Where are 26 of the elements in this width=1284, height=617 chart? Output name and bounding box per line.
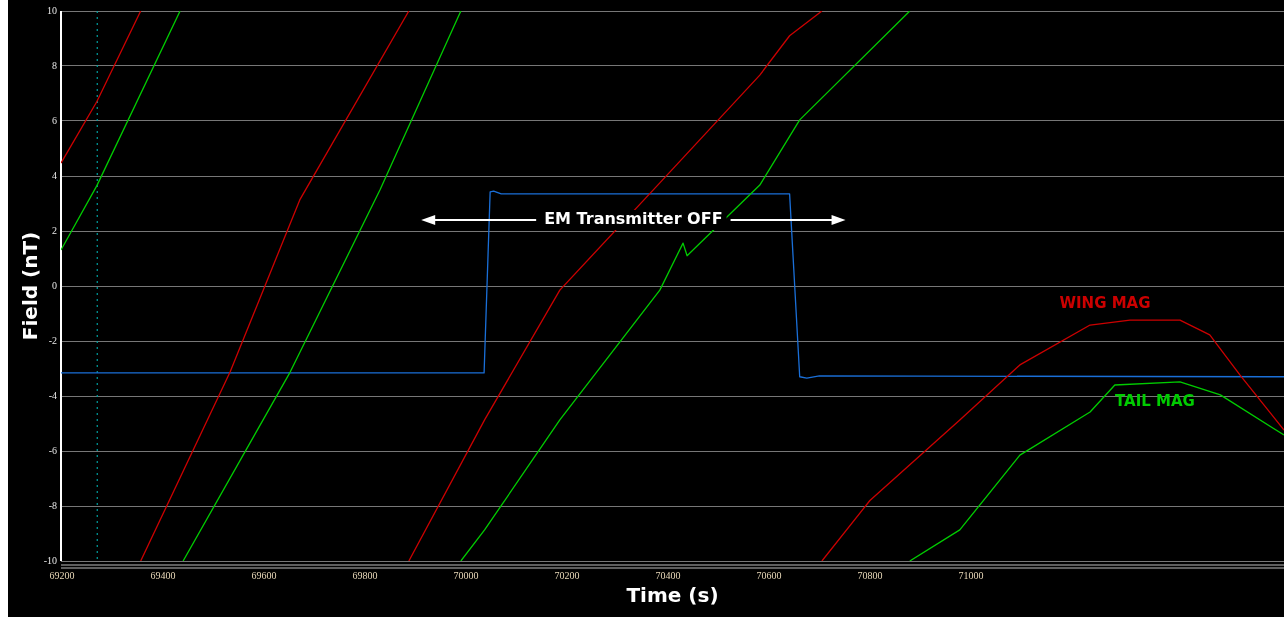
y-tick-label: 0	[52, 279, 57, 291]
x-tick-label: 69600	[251, 569, 277, 581]
y-tick-label: 2	[52, 224, 57, 236]
y-tick-label: -2	[48, 334, 57, 346]
y-tick-label: -4	[48, 389, 57, 401]
x-tick-label: 69200	[49, 569, 75, 581]
y-tick-label: -10	[43, 554, 57, 566]
y-tick-label: 6	[52, 114, 57, 126]
y-tick-label: -6	[48, 444, 57, 456]
x-tick-label: 70600	[756, 569, 782, 581]
y-tick-label: 8	[52, 59, 57, 71]
x-tick-label: 71000	[958, 569, 984, 581]
y-tick-label: -8	[48, 499, 57, 511]
x-tick-label: 70000	[453, 569, 479, 581]
x-tick-label: 70800	[857, 569, 883, 581]
series-label: TAIL MAG	[1115, 391, 1195, 410]
x-axis-title: Time (s)	[626, 583, 719, 608]
y-tick-label: 10	[47, 4, 57, 16]
x-tick-label: 69400	[150, 569, 176, 581]
y-tick-label: 4	[52, 169, 57, 181]
x-tick-label: 70200	[554, 569, 580, 581]
y-axis-title: Field (nT)	[18, 231, 43, 341]
x-tick-label: 69800	[352, 569, 378, 581]
annotation: EM Transmitter OFF	[544, 209, 723, 229]
series-label: WING MAG	[1059, 293, 1151, 312]
x-tick-label: 70400	[655, 569, 681, 581]
